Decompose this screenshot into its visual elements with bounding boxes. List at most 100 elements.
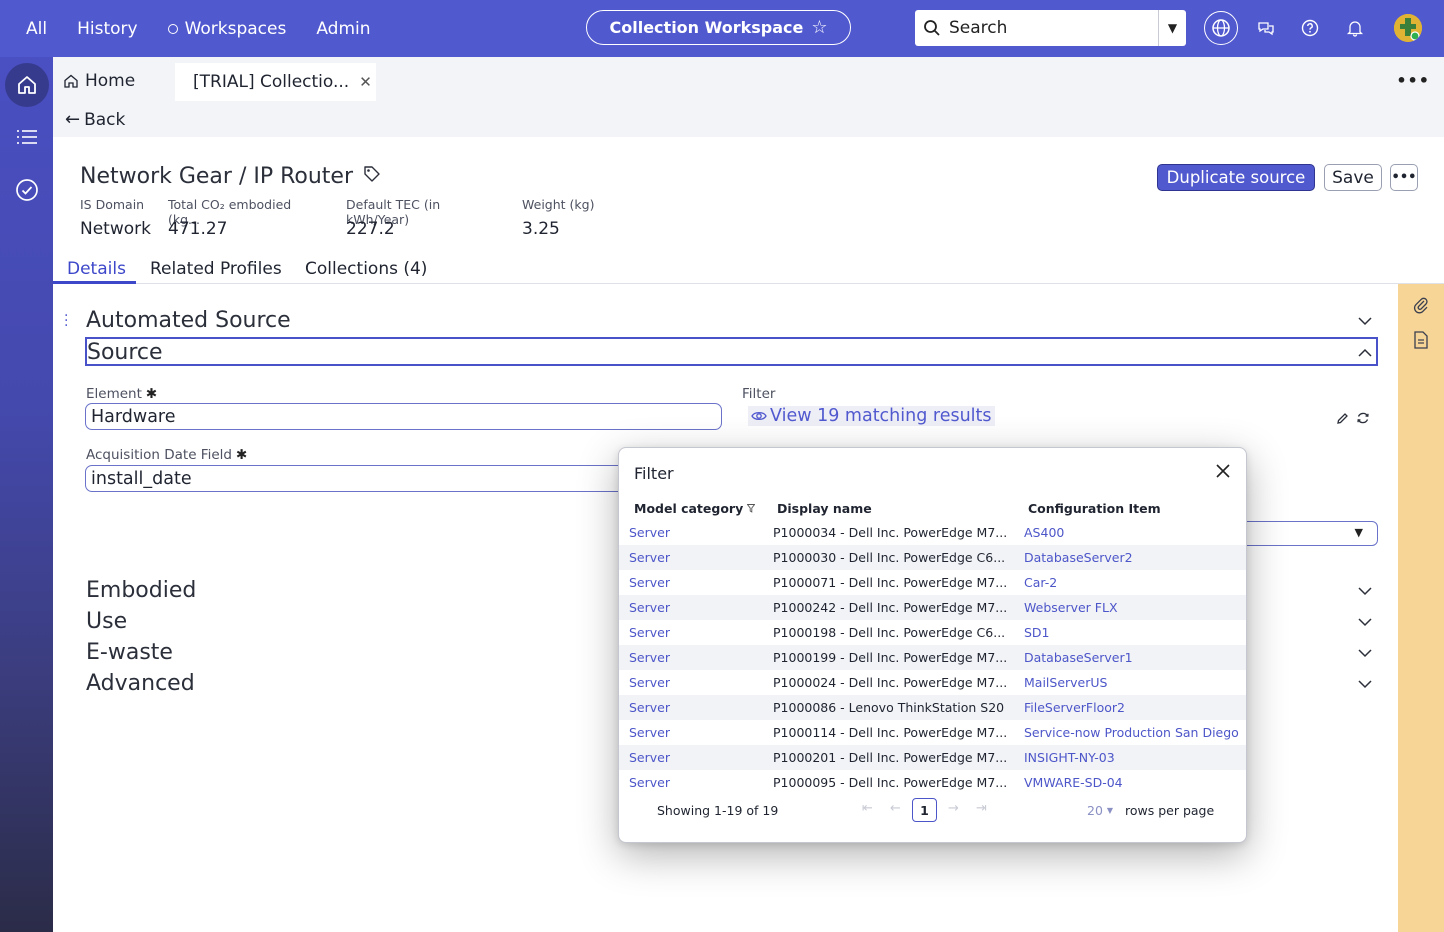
cell-configuration-item[interactable]: Webserver FLX xyxy=(1024,600,1118,615)
cell-model-category[interactable]: Server xyxy=(629,650,670,665)
chevron-down-icon[interactable] xyxy=(1356,613,1374,631)
field-label: IS Domain xyxy=(80,197,145,212)
table-row[interactable]: Server P1000199 - Dell Inc. PowerEdge M7… xyxy=(619,645,1246,670)
sidebar-tasks-button[interactable] xyxy=(11,174,43,206)
caret-down-icon: ▼ xyxy=(1354,526,1363,539)
table-row[interactable]: Server P1000030 - Dell Inc. PowerEdge C6… xyxy=(619,545,1246,570)
next-page-icon[interactable]: → xyxy=(948,801,959,816)
cell-configuration-item[interactable]: INSIGHT-NY-03 xyxy=(1024,750,1115,765)
view-matching-results-link[interactable]: View 19 matching results xyxy=(748,406,995,426)
sidebar-home-button[interactable] xyxy=(5,63,49,107)
nav-admin[interactable]: Admin xyxy=(316,18,371,39)
globe-icon[interactable] xyxy=(1204,11,1238,45)
section-source-header[interactable]: Source xyxy=(85,337,1378,366)
section-use[interactable]: Use xyxy=(86,609,128,634)
cell-model-category[interactable]: Server xyxy=(629,550,670,565)
back-link[interactable]: ← Back xyxy=(65,109,125,130)
save-button[interactable]: Save xyxy=(1324,164,1382,191)
cell-configuration-item[interactable]: AS400 xyxy=(1024,525,1065,540)
filter-funnel-icon[interactable] xyxy=(746,501,756,516)
table-row[interactable]: Server P1000024 - Dell Inc. PowerEdge M7… xyxy=(619,670,1246,695)
partially-hidden-select[interactable]: ▼ xyxy=(1230,521,1378,546)
section-embodied[interactable]: Embodied xyxy=(86,578,197,603)
nav-all[interactable]: All xyxy=(26,18,48,39)
workspace-switcher[interactable]: Collection Workspace ☆ xyxy=(586,10,851,45)
section-advanced[interactable]: Advanced xyxy=(86,671,195,696)
tab-details[interactable]: Details xyxy=(67,259,126,279)
cell-model-category[interactable]: Server xyxy=(629,600,670,615)
table-row[interactable]: Server P1000198 - Dell Inc. PowerEdge C6… xyxy=(619,620,1246,645)
table-row[interactable]: Server P1000114 - Dell Inc. PowerEdge M7… xyxy=(619,720,1246,745)
cell-configuration-item[interactable]: MailServerUS xyxy=(1024,675,1108,690)
cell-model-category[interactable]: Server xyxy=(629,525,670,540)
record-title: Network Gear / IP Router xyxy=(80,164,381,189)
paperclip-icon[interactable] xyxy=(1408,292,1434,318)
cell-model-category[interactable]: Server xyxy=(629,700,670,715)
close-tab-icon[interactable]: ✕ xyxy=(359,73,372,91)
table-row[interactable]: Server P1000095 - Dell Inc. PowerEdge M7… xyxy=(619,770,1246,793)
table-row[interactable]: Server P1000034 - Dell Inc. PowerEdge M7… xyxy=(619,520,1246,545)
cell-configuration-item[interactable]: Car-2 xyxy=(1024,575,1058,590)
prev-page-icon[interactable]: ← xyxy=(890,801,901,816)
chevron-up-icon[interactable] xyxy=(1356,343,1374,361)
search-input[interactable]: Search xyxy=(949,18,1008,38)
tab-home[interactable]: Home xyxy=(63,71,135,91)
cell-model-category[interactable]: Server xyxy=(629,725,670,740)
cell-configuration-item[interactable]: SD1 xyxy=(1024,625,1050,640)
cell-model-category[interactable]: Server xyxy=(629,625,670,640)
table-row[interactable]: Server P1000086 - Lenovo ThinkStation S2… xyxy=(619,695,1246,720)
table-row[interactable]: Server P1000071 - Dell Inc. PowerEdge M7… xyxy=(619,570,1246,595)
last-page-icon[interactable]: ⇥ xyxy=(976,801,987,816)
pencil-icon[interactable] xyxy=(1334,410,1350,426)
bell-icon[interactable] xyxy=(1341,14,1369,42)
duplicate-source-button[interactable]: Duplicate source xyxy=(1157,164,1315,191)
chevron-down-icon[interactable] xyxy=(1356,675,1374,693)
cell-configuration-item[interactable]: DatabaseServer1 xyxy=(1024,650,1133,665)
document-icon[interactable] xyxy=(1408,327,1434,353)
cell-model-category[interactable]: Server xyxy=(629,675,670,690)
close-icon[interactable] xyxy=(1214,462,1232,480)
cell-configuration-item[interactable]: FileServerFloor2 xyxy=(1024,700,1125,715)
rows-per-page-select[interactable]: 20 ▼ xyxy=(1087,803,1113,818)
tag-icon[interactable] xyxy=(363,164,381,189)
top-bar: All History Workspaces Admin Collection … xyxy=(0,0,1444,57)
element-input[interactable]: Hardware xyxy=(85,403,722,430)
table-row[interactable]: Server P1000201 - Dell Inc. PowerEdge M7… xyxy=(619,745,1246,770)
help-icon[interactable] xyxy=(1296,14,1324,42)
user-avatar[interactable] xyxy=(1394,14,1422,42)
cell-configuration-item[interactable]: Service-now Production San Diego xyxy=(1024,725,1239,740)
first-page-icon[interactable]: ⇤ xyxy=(862,801,873,816)
cell-model-category[interactable]: Server xyxy=(629,575,670,590)
tab-collections[interactable]: Collections (4) xyxy=(305,259,428,279)
section-ewaste[interactable]: E-waste xyxy=(86,640,173,665)
more-options-icon[interactable]: ••• xyxy=(1396,71,1430,90)
acquisition-date-input[interactable]: install_date xyxy=(85,465,625,492)
nav-workspaces[interactable]: Workspaces xyxy=(167,19,286,39)
column-header-configuration-item[interactable]: Configuration Item xyxy=(1028,501,1161,516)
nav-history[interactable]: History xyxy=(77,18,138,39)
cell-model-category[interactable]: Server xyxy=(629,775,670,790)
refresh-icon[interactable] xyxy=(1355,410,1371,426)
detail-tabs: Details Related Profiles Collections (4) xyxy=(53,256,1444,284)
chevron-down-icon[interactable] xyxy=(1356,582,1374,600)
cell-model-category[interactable]: Server xyxy=(629,750,670,765)
star-icon[interactable]: ☆ xyxy=(811,17,828,38)
tab-related-profiles[interactable]: Related Profiles xyxy=(150,259,282,279)
sidebar-list-button[interactable] xyxy=(11,121,43,153)
current-page-button[interactable]: 1 xyxy=(912,798,937,822)
search-scope-dropdown[interactable]: ▼ xyxy=(1158,10,1186,46)
chevron-down-icon[interactable] xyxy=(1356,312,1374,330)
chat-icon[interactable] xyxy=(1252,14,1280,42)
section-automated-source[interactable]: Automated Source xyxy=(86,308,291,333)
record-more-button[interactable]: ••• xyxy=(1390,164,1418,191)
column-header-model-category[interactable]: Model category xyxy=(634,501,756,516)
chevron-down-icon[interactable] xyxy=(1356,644,1374,662)
global-search[interactable]: Search ▼ xyxy=(915,10,1186,46)
tab-collection[interactable]: [TRIAL] Collectio... ✕ xyxy=(175,63,376,101)
cell-configuration-item[interactable]: VMWARE-SD-04 xyxy=(1024,775,1123,790)
record-summary-fields: IS Domain Network Total CO₂ embodied (kg… xyxy=(80,197,642,239)
cell-configuration-item[interactable]: DatabaseServer2 xyxy=(1024,550,1133,565)
drag-handle-icon[interactable]: · · · xyxy=(64,308,69,334)
column-header-display-name[interactable]: Display name xyxy=(777,501,872,516)
table-row[interactable]: Server P1000242 - Dell Inc. PowerEdge M7… xyxy=(619,595,1246,620)
